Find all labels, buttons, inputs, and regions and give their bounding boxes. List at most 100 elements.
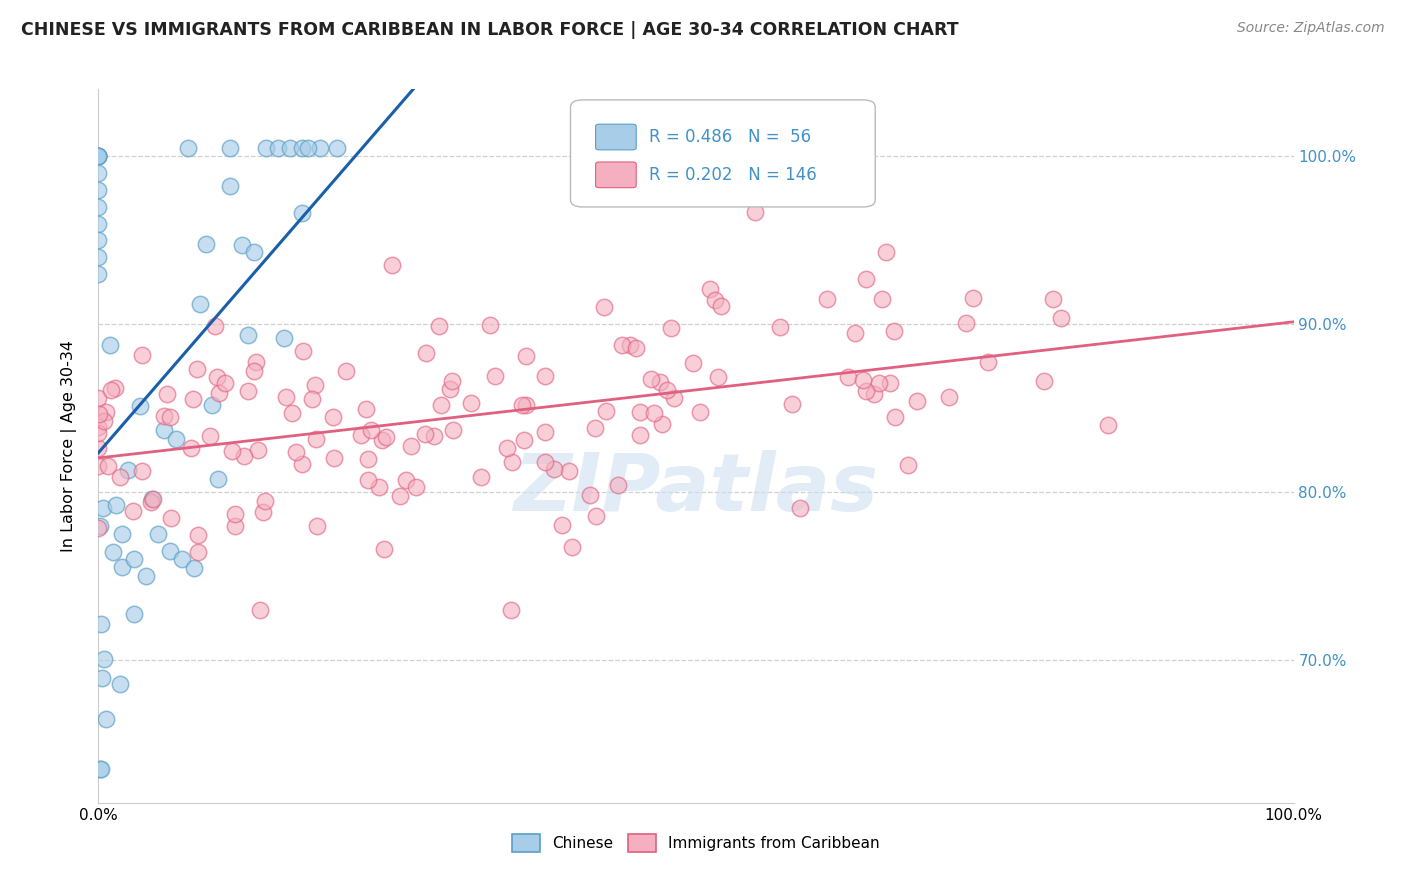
Point <box>301 392 323 407</box>
Point <box>291 206 314 220</box>
Point <box>689 405 711 419</box>
FancyBboxPatch shape <box>571 100 876 207</box>
Point <box>93 414 115 428</box>
Point <box>280 406 302 420</box>
Point <box>955 317 977 331</box>
Point <box>87 183 110 197</box>
Point <box>195 237 218 252</box>
Point <box>153 423 176 437</box>
Point <box>380 258 402 272</box>
Text: CHINESE VS IMMIGRANTS FROM CARIBBEAN IN LABOR FORCE | AGE 30-34 CORRELATION CHAR: CHINESE VS IMMIGRANTS FROM CARIBBEAN IN … <box>21 21 959 38</box>
Point <box>470 469 492 483</box>
Point <box>87 267 110 281</box>
Point <box>224 508 246 522</box>
Point <box>585 509 607 524</box>
Point <box>219 179 242 194</box>
Point <box>789 500 811 515</box>
Point <box>208 386 231 401</box>
Point <box>129 399 152 413</box>
Point <box>501 603 523 617</box>
FancyBboxPatch shape <box>596 162 637 187</box>
Point <box>142 491 165 506</box>
Point <box>236 328 259 343</box>
Point <box>496 442 519 456</box>
Point <box>593 300 616 314</box>
Point <box>124 607 146 621</box>
Point <box>879 376 901 390</box>
Point <box>326 141 349 155</box>
Point <box>897 458 920 473</box>
Point <box>651 417 673 431</box>
Point <box>628 404 651 418</box>
Point <box>356 452 378 467</box>
Point <box>278 141 301 155</box>
Point <box>87 149 110 163</box>
Point <box>883 409 905 424</box>
Point <box>274 391 297 405</box>
Point <box>87 250 110 264</box>
Point <box>290 457 312 471</box>
Point <box>962 291 984 305</box>
Point <box>583 421 606 435</box>
Point <box>91 671 114 685</box>
Point <box>413 427 436 442</box>
Point <box>139 494 162 508</box>
Point <box>533 369 555 384</box>
Point <box>204 319 226 334</box>
Point <box>441 423 464 437</box>
Point <box>852 373 875 387</box>
Point <box>662 391 685 405</box>
Point <box>94 712 117 726</box>
Point <box>304 377 326 392</box>
Y-axis label: In Labor Force | Age 30-34: In Labor Force | Age 30-34 <box>60 340 77 552</box>
Point <box>699 282 721 296</box>
Point <box>335 364 357 378</box>
Point <box>152 409 174 424</box>
Point <box>160 511 183 525</box>
Point <box>360 423 382 437</box>
Point <box>1033 374 1056 388</box>
Point <box>612 337 634 351</box>
Point <box>373 541 395 556</box>
Point <box>855 384 877 398</box>
Point <box>87 233 110 247</box>
Point <box>515 398 537 412</box>
Point <box>224 519 246 533</box>
Point <box>172 552 194 566</box>
Point <box>141 491 163 506</box>
Point <box>844 326 866 341</box>
Point <box>207 472 229 486</box>
Point <box>297 141 319 155</box>
Point <box>595 403 617 417</box>
Point <box>252 505 274 519</box>
Point <box>101 544 124 558</box>
Point <box>219 141 242 155</box>
Point <box>267 141 290 155</box>
Point <box>273 331 295 345</box>
Point <box>108 677 131 691</box>
Point <box>815 292 838 306</box>
Point <box>117 463 139 477</box>
Point <box>159 410 181 425</box>
Point <box>96 405 118 419</box>
Point <box>368 480 391 494</box>
Point <box>89 762 111 776</box>
Point <box>423 429 446 443</box>
FancyBboxPatch shape <box>596 124 637 150</box>
Point <box>105 499 128 513</box>
Point <box>87 407 110 421</box>
Point <box>124 552 146 566</box>
Point <box>159 544 181 558</box>
Point <box>111 560 134 574</box>
Point <box>231 238 253 252</box>
Point <box>245 355 267 369</box>
Point <box>659 321 682 335</box>
Point <box>870 292 893 306</box>
Point <box>875 245 897 260</box>
Point <box>510 398 533 412</box>
Point <box>156 387 179 401</box>
Point <box>389 489 412 503</box>
Point <box>91 500 114 515</box>
Point <box>657 383 679 397</box>
Point <box>744 204 766 219</box>
